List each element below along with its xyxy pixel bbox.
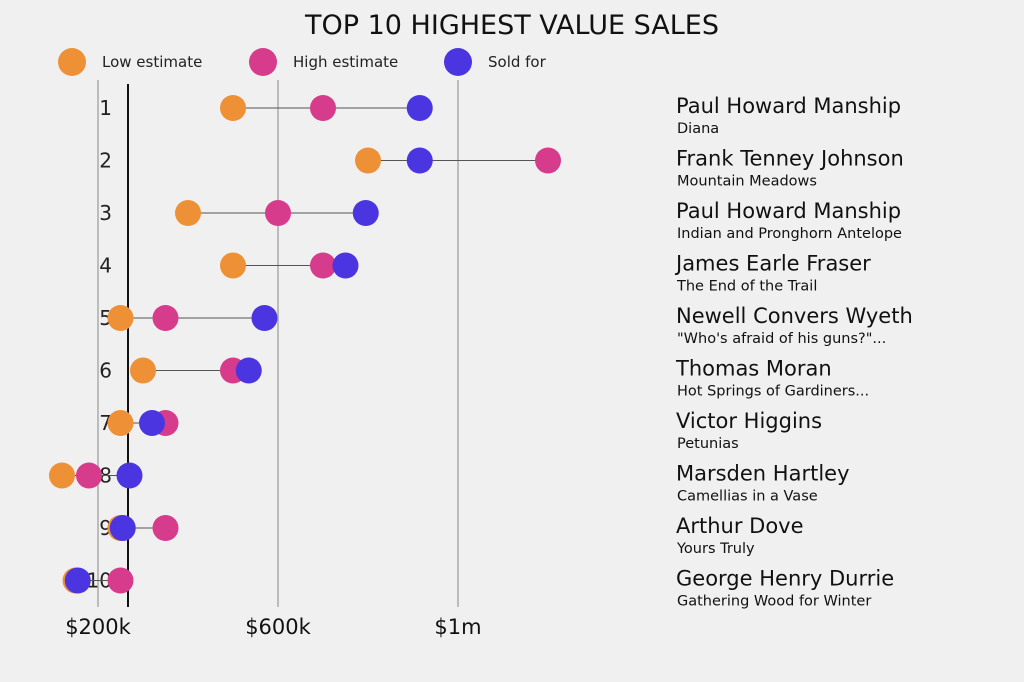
rank-label: 3 — [99, 201, 112, 225]
row-5: 5 Newell Convers Wyeth "Who's afraid of hi… — [99, 304, 913, 347]
row-2: 2 Frank Tenney Johnson Mountain Meadows — [99, 147, 904, 190]
work-title: The End of the Trail — [676, 279, 817, 295]
artist-name: James Earle Fraser — [674, 252, 871, 276]
gridlines — [97, 80, 459, 607]
artist-name: Paul Howard Manship — [676, 94, 901, 118]
data-rows: 1 Paul Howard Manship Diana 2 Frank Tenney J… — [49, 94, 913, 610]
dot-low — [49, 462, 75, 489]
artist-name: George Henry Durrie — [676, 567, 894, 591]
legend-marker-low — [58, 48, 86, 76]
rank-label: 1 — [99, 96, 112, 120]
dot-sold — [406, 95, 433, 121]
dot-high — [535, 147, 561, 174]
rank-label: 2 — [99, 149, 112, 173]
work-title: Yours Truly — [676, 541, 755, 557]
dot-low — [220, 252, 246, 279]
dot-low — [175, 200, 201, 226]
legend-label-sold: Sold for — [488, 53, 547, 71]
rank-label: 7 — [99, 411, 112, 435]
dot-high — [310, 252, 336, 279]
x-tick-label: $600k — [245, 615, 311, 639]
artist-name: Thomas Moran — [675, 357, 832, 381]
artist-name: Paul Howard Manship — [676, 199, 901, 223]
artist-name: Marsden Hartley — [676, 462, 850, 486]
chart-title: TOP 10 HIGHEST VALUE SALES — [304, 10, 719, 41]
work-title: "Who's afraid of his guns?"... — [677, 331, 886, 347]
artist-name: Victor Higgins — [676, 409, 822, 433]
dot-high — [152, 515, 179, 541]
row-3: 3 Paul Howard Manship Indian and Pronghorn… — [99, 199, 902, 242]
dot-low — [107, 305, 134, 331]
dot-sold — [332, 252, 359, 279]
rank-label: 5 — [99, 306, 112, 330]
x-tick-label: $1m — [434, 615, 481, 639]
dot-high — [310, 95, 336, 121]
dot-sold — [109, 515, 136, 541]
dot-low — [220, 95, 246, 121]
x-tick-label: $200k — [65, 615, 131, 639]
work-title: Camellias in a Vase — [677, 489, 818, 505]
work-title: Gathering Wood for Winter — [677, 594, 871, 610]
dot-low — [130, 357, 156, 384]
artist-name: Newell Convers Wyeth — [676, 304, 913, 328]
legend-marker-sold — [444, 48, 472, 76]
dot-sold — [139, 410, 165, 436]
dot-low — [355, 147, 381, 174]
rank-label: 4 — [99, 254, 112, 278]
dot-high — [76, 462, 102, 489]
row-4: 4 James Earle Fraser The End of the Trail — [99, 252, 871, 295]
work-title: Petunias — [677, 436, 739, 452]
dot-sold — [235, 357, 262, 384]
artist-name: Arthur Dove — [676, 514, 804, 538]
work-title: Mountain Meadows — [677, 174, 817, 190]
work-title: Indian and Pronghorn Antelope — [677, 226, 902, 242]
dot-high — [152, 305, 179, 331]
legend-marker-high — [249, 48, 277, 76]
row-9: 9 Arthur Dove Yours Truly — [99, 514, 803, 557]
work-title: Diana — [677, 121, 719, 137]
rank-label: 9 — [99, 516, 112, 540]
dot-sold — [64, 567, 91, 594]
artist-name: Frank Tenney Johnson — [676, 147, 904, 171]
work-title: Hot Springs of Gardiners... — [677, 384, 869, 400]
row-7: 7 Victor Higgins Petunias — [99, 409, 822, 452]
row-1: 1 Paul Howard Manship Diana — [99, 94, 901, 137]
dot-low — [107, 410, 134, 436]
dot-sold — [352, 200, 379, 226]
rank-label: 6 — [99, 359, 112, 383]
dot-high — [265, 200, 291, 226]
dot-sold — [116, 462, 143, 489]
legend-label-low: Low estimate — [102, 53, 202, 71]
dot-sold — [406, 147, 433, 174]
dot-high — [107, 567, 134, 594]
legend: Low estimate High estimate Sold for — [58, 48, 547, 76]
x-axis-ticks: $200k $600k $1m — [65, 615, 481, 639]
row-6: 6 Thomas Moran Hot Springs of Gardiners... — [99, 357, 869, 400]
legend-label-high: High estimate — [293, 53, 398, 71]
dot-sold — [251, 305, 278, 331]
